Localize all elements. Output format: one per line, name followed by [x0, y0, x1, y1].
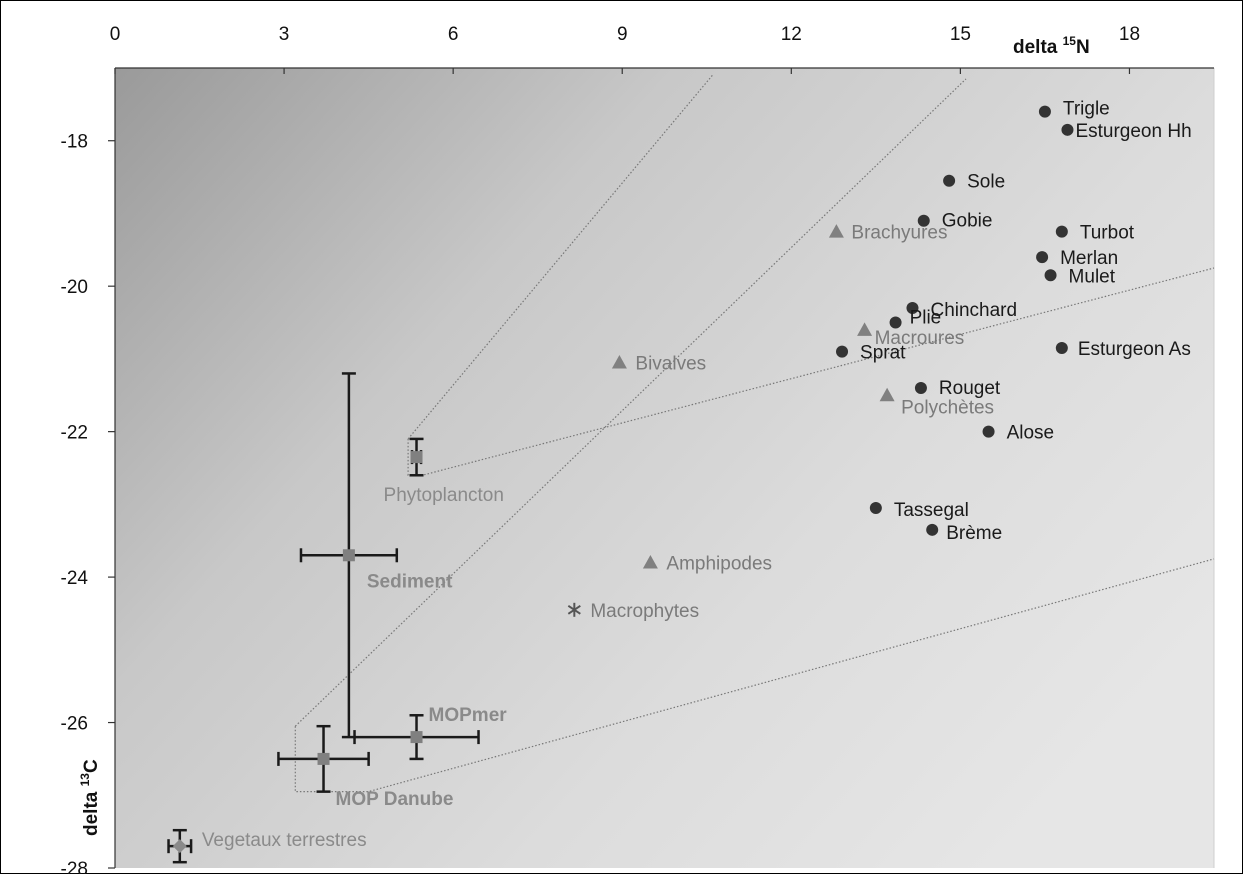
- marker-brachyures: [828, 224, 844, 238]
- label-amphipodes: Amphipodes: [666, 554, 772, 575]
- y-tick-label: -20: [61, 277, 88, 298]
- marker-gobie: [917, 214, 930, 227]
- label-gobie: Gobie: [942, 211, 993, 232]
- y-axis-title: delta 13C: [78, 759, 102, 836]
- x-axis-title: delta 15N: [1013, 34, 1090, 58]
- label-alose: Alose: [1007, 423, 1055, 444]
- marker-plie: [889, 316, 902, 329]
- x-tick-label: 18: [1119, 24, 1140, 45]
- marker-merlan: [1036, 251, 1049, 264]
- label-brachyures: Brachyures: [851, 223, 947, 244]
- x-tick-label: 12: [781, 24, 802, 45]
- marker-bivalves: [611, 355, 627, 369]
- marker-sediment: [342, 549, 355, 562]
- x-tick-label: 9: [617, 24, 628, 45]
- label-sprat: Sprat: [860, 343, 906, 364]
- plot-area: [115, 68, 1214, 868]
- marker-macroures: [857, 322, 873, 336]
- marker-amphipodes: [642, 555, 658, 569]
- y-tick-label: -26: [61, 714, 88, 735]
- marker-turbot: [1055, 225, 1068, 238]
- label-breme: Brème: [946, 523, 1002, 544]
- marker-mop-danube: [317, 752, 330, 765]
- label-mopmer: MOPmer: [429, 705, 508, 726]
- x-tick-label: 0: [110, 24, 121, 45]
- marker-sprat: [836, 345, 849, 358]
- y-axis: -18 -20 -22 -24 -26 -28: [61, 68, 116, 874]
- label-phytoplancton: Phytoplancton: [384, 485, 504, 506]
- x-tick-label: 15: [950, 24, 971, 45]
- label-rouget: Rouget: [939, 378, 1001, 399]
- marker-esturgeon-as: [1055, 342, 1068, 354]
- label-sole: Sole: [967, 172, 1005, 193]
- label-turbot: Turbot: [1080, 223, 1135, 244]
- label-merlan: Merlan: [1060, 248, 1118, 269]
- x-axis: 0 3 6 9 12 15 18: [110, 24, 1214, 74]
- marker-vegetaux-terrestres: [172, 839, 187, 854]
- y-tick-label: -22: [61, 423, 88, 444]
- marker-macrophytes: [567, 602, 581, 617]
- marker-phytoplancton: [410, 451, 423, 464]
- x-tick-label: 3: [279, 24, 290, 45]
- marker-polychetes: [879, 387, 895, 402]
- y-tick-label: -28: [61, 859, 88, 874]
- label-sediment: Sediment: [367, 571, 453, 592]
- marker-sole: [943, 174, 956, 187]
- marker-rouget: [914, 382, 927, 394]
- marker-mulet: [1044, 269, 1057, 282]
- marker-tassegal: [869, 502, 882, 514]
- marker-esturgeon-hh: [1061, 123, 1074, 136]
- star-stroke: [567, 604, 581, 615]
- marker-breme: [926, 523, 939, 536]
- label-macrophytes: Macrophytes: [590, 601, 699, 622]
- marker-chinchard: [906, 302, 919, 314]
- label-mop-danube: MOP Danube: [336, 789, 454, 810]
- y-tick-label: -18: [61, 132, 88, 153]
- label-esturgeon-as: Esturgeon As: [1078, 339, 1191, 360]
- guide-line: [294, 78, 967, 727]
- label-bivalves: Bivalves: [635, 354, 706, 375]
- label-esturgeon-hh: Esturgeon Hh: [1075, 121, 1191, 142]
- y-tick-label: -24: [61, 568, 89, 589]
- label-vegetaux-terrestres: Vegetaux terrestres: [202, 830, 367, 851]
- label-plie: Plie: [910, 308, 942, 329]
- data-markers: [172, 105, 1074, 854]
- label-polychetes: Polychètes: [901, 397, 994, 418]
- label-chinchard: Chinchard: [930, 300, 1017, 321]
- marker-trigle: [1038, 105, 1051, 118]
- marker-alose: [982, 425, 995, 438]
- label-mulet: Mulet: [1069, 266, 1116, 287]
- x-tick-label: 6: [448, 24, 459, 45]
- label-macroures: Macroures: [875, 328, 965, 349]
- marker-mopmer: [410, 731, 423, 744]
- label-trigle: Trigle: [1063, 99, 1110, 120]
- label-tassegal: Tassegal: [894, 500, 969, 521]
